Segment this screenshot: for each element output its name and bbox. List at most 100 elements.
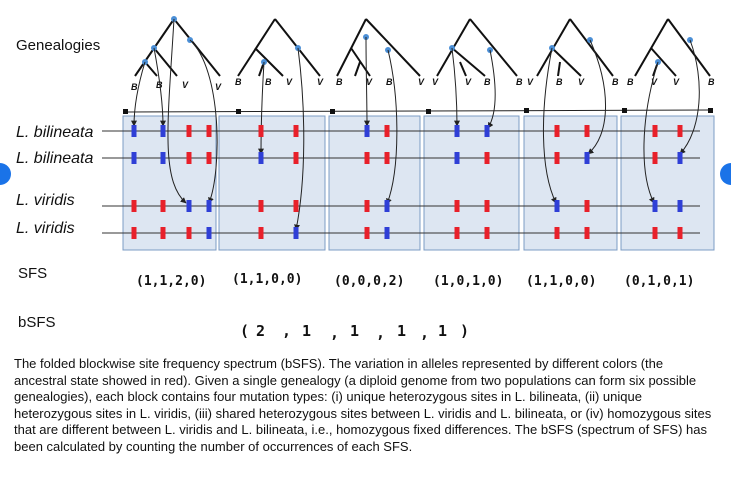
mutation-arrow <box>189 39 218 204</box>
mutation-arrow <box>258 61 265 155</box>
site-mark <box>652 227 658 239</box>
species-label-3: L. viridis <box>16 192 75 209</box>
tree-branch <box>634 18 711 77</box>
leaf-label: B <box>556 77 563 87</box>
site-mark <box>160 152 166 164</box>
site-mark <box>677 152 683 164</box>
boundary-marker <box>426 109 431 114</box>
leaf-label: V <box>527 77 534 87</box>
site-mark <box>584 200 590 212</box>
site-mark <box>652 125 658 137</box>
leaf-label: V <box>465 77 472 87</box>
bsfs-token: 2 <box>256 322 265 340</box>
site-mark <box>484 227 490 239</box>
boundary-marker <box>330 109 335 114</box>
block-1 <box>122 115 217 251</box>
leaf-labels: B B V V B B V V B V B V V V B B V B V B … <box>131 77 715 92</box>
boundary-marker <box>123 109 128 114</box>
site-mark <box>677 125 683 137</box>
tree-nodes <box>142 16 693 65</box>
site-mark <box>160 125 166 137</box>
site-mark <box>652 200 658 212</box>
genealogies-label: Genealogies <box>16 37 100 54</box>
site-mark <box>554 200 560 212</box>
site-mark <box>554 125 560 137</box>
bsfs-token: , <box>282 322 291 340</box>
leaf-label: B <box>516 77 523 87</box>
mutation-arrow <box>153 47 166 127</box>
leaf-label: B <box>484 77 491 87</box>
mutation-arrow <box>363 36 370 127</box>
species-label-2: L. bilineata <box>16 150 93 167</box>
mutation-arrow <box>294 47 305 231</box>
site-mark <box>131 227 137 239</box>
site-mark <box>206 125 212 137</box>
leaf-label: V <box>317 77 324 87</box>
mutation-arrow <box>587 39 606 155</box>
figure-caption: The folded blockwise site frequency spec… <box>14 356 712 454</box>
site-mark <box>484 125 490 137</box>
site-mark <box>186 152 192 164</box>
leaf-label: V <box>182 80 189 90</box>
site-mark <box>206 200 212 212</box>
leaf-label: V <box>286 77 293 87</box>
boundary-line <box>124 109 713 113</box>
site-marks <box>131 125 683 239</box>
mutation-arrow <box>167 18 187 204</box>
mutation-arrow <box>131 61 146 127</box>
sfs-value-4: (1,0,1,0) <box>433 274 503 289</box>
leaf-label: V <box>651 77 658 87</box>
previous-slide-button[interactable] <box>0 163 11 185</box>
blocks-group <box>122 115 715 251</box>
block-5 <box>523 115 618 251</box>
mutation-arrow <box>643 61 659 204</box>
leaf-label: B <box>131 82 138 92</box>
site-mark <box>677 227 683 239</box>
genealogy-trees <box>134 18 711 77</box>
leaf-label: V <box>418 77 425 87</box>
site-mark <box>454 125 460 137</box>
block-2 <box>218 115 326 251</box>
block-4 <box>423 115 520 251</box>
mutation-arrow <box>487 49 496 129</box>
leaf-label: B <box>386 77 393 87</box>
site-mark <box>186 200 192 212</box>
leaf-label: B <box>265 77 272 87</box>
mutation-arrow <box>542 47 557 204</box>
site-mark <box>293 200 299 212</box>
leaf-label: B <box>708 77 715 87</box>
leaf-label: B <box>612 77 619 87</box>
leaf-label: V <box>215 82 222 92</box>
top-boundary <box>123 108 713 114</box>
chromosome-lines <box>102 130 700 234</box>
site-mark <box>131 200 137 212</box>
bsfs-value: ( 2 , 1 , 1 , 1 , 1 ) <box>240 322 469 342</box>
site-mark <box>160 227 166 239</box>
bsfs-token: 1 <box>397 322 406 340</box>
site-mark <box>364 227 370 239</box>
tree-branch <box>336 18 421 77</box>
site-mark <box>484 152 490 164</box>
sfs-value-6: (0,1,0,1) <box>624 274 694 289</box>
tree-1 <box>134 18 221 77</box>
sfs-value-2: (1,1,0,0) <box>232 272 302 287</box>
tree-6 <box>634 18 711 77</box>
site-mark <box>131 125 137 137</box>
next-slide-button[interactable] <box>720 163 731 185</box>
site-mark <box>206 152 212 164</box>
leaf-label: V <box>366 77 373 87</box>
mutation-arrow <box>451 47 460 127</box>
leaf-label: V <box>673 77 680 87</box>
site-mark <box>384 227 390 239</box>
block-3 <box>328 115 421 251</box>
site-mark <box>677 200 683 212</box>
site-mark <box>186 227 192 239</box>
species-label-1: L. bilineata <box>16 124 93 141</box>
sfs-label: SFS <box>18 265 47 282</box>
species-label-4: L. viridis <box>16 220 75 237</box>
tree-branch <box>436 18 518 77</box>
boundary-marker <box>708 108 713 113</box>
site-mark <box>364 125 370 137</box>
site-mark <box>293 125 299 137</box>
